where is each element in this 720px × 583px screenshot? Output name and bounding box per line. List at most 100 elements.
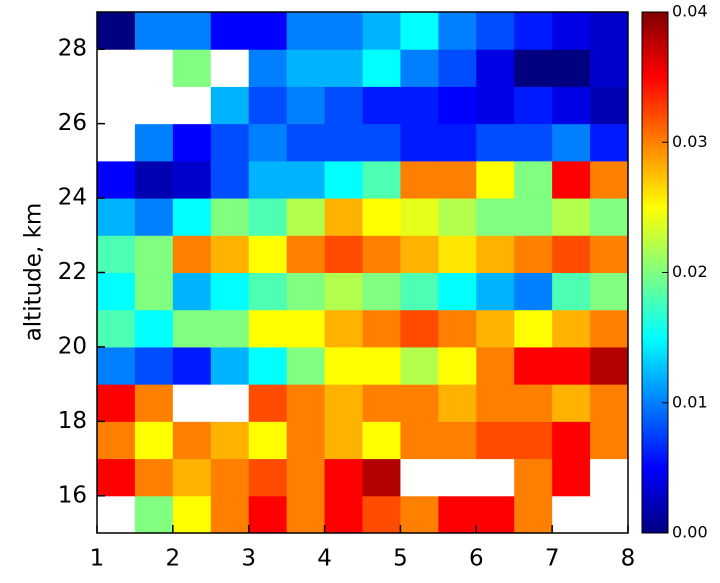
heat-cell [438, 12, 477, 50]
heat-cell [514, 49, 553, 87]
heat-cell [476, 86, 515, 125]
heat-cell [400, 421, 439, 460]
heat-cell [134, 86, 174, 125]
y-tick-label: 18 [58, 408, 87, 434]
heat-cell [552, 272, 591, 311]
heat-cell [590, 384, 629, 422]
heat-cell [134, 235, 174, 273]
heat-cell [590, 346, 629, 385]
heat-cell [362, 160, 401, 199]
heat-cell [400, 49, 439, 87]
heat-cell [362, 495, 401, 534]
heat-cell [438, 272, 477, 311]
heat-cell [514, 198, 553, 236]
heat-cell [400, 495, 439, 534]
x-tick-label: 3 [241, 546, 256, 572]
heat-cell [97, 12, 136, 50]
heat-cell [400, 123, 439, 162]
heat-cell [134, 160, 174, 199]
heat-cell [286, 198, 326, 236]
heat-cell [362, 346, 401, 385]
heat-cell [590, 309, 629, 348]
heat-cell [324, 12, 363, 50]
x-tick-label: 5 [393, 546, 408, 572]
heat-cell [590, 160, 629, 199]
heat-cell [324, 49, 363, 87]
heat-cell [552, 12, 591, 50]
heat-cell [438, 160, 477, 199]
heat-cell [362, 272, 401, 311]
heat-cell [248, 160, 288, 199]
heat-cell [324, 346, 363, 385]
y-tick-label: 20 [58, 333, 87, 359]
colorbar-tick-label: 0.02 [672, 262, 708, 281]
heat-cell [248, 421, 288, 460]
y-tick-label: 26 [58, 110, 87, 136]
heat-cell [514, 384, 553, 422]
heat-cell [97, 123, 136, 162]
heat-cell [514, 123, 553, 162]
heat-cell [514, 421, 553, 460]
heat-cell [438, 235, 477, 273]
heat-cell [286, 235, 326, 273]
heat-cell [438, 384, 477, 422]
heat-cell [552, 458, 591, 497]
heat-cell [286, 272, 326, 311]
heat-cell [172, 384, 212, 422]
heat-cell [248, 309, 288, 348]
x-tick-label: 1 [90, 546, 105, 572]
heat-cell [248, 12, 288, 50]
x-tick-label: 2 [166, 546, 181, 572]
colorbar-tick-label: 0.03 [672, 132, 708, 151]
y-tick-label: 16 [58, 482, 87, 508]
x-tick-label: 7 [545, 546, 560, 572]
heat-cell [210, 309, 250, 348]
heat-cell [514, 309, 553, 348]
heat-cell [286, 421, 326, 460]
heat-cell [286, 49, 326, 87]
heat-cell [362, 421, 401, 460]
heat-cell [552, 421, 591, 460]
heat-cell [438, 198, 477, 236]
heat-cell [400, 272, 439, 311]
heat-cell [590, 458, 629, 497]
heat-cell [552, 49, 591, 87]
heat-cell [172, 272, 212, 311]
heat-cell [248, 346, 288, 385]
heat-cell [97, 384, 136, 422]
heat-cell [400, 458, 439, 497]
heat-cell [590, 12, 629, 50]
heat-cell [248, 86, 288, 125]
heat-cell [400, 235, 439, 273]
x-tick-label: 4 [317, 546, 332, 572]
heat-cell [590, 421, 629, 460]
colorbar-tick-label: 0.04 [672, 2, 708, 21]
heat-cell [362, 458, 401, 497]
heat-cell [286, 160, 326, 199]
heat-cell [400, 309, 439, 348]
heat-cell [476, 235, 515, 273]
heat-cell [210, 86, 250, 125]
heat-cell [400, 198, 439, 236]
x-tick-label: 8 [621, 546, 636, 572]
heat-cell [438, 49, 477, 87]
heat-cell [248, 235, 288, 273]
heat-cell [248, 495, 288, 534]
heat-cell [172, 495, 212, 534]
heat-cell [134, 12, 174, 50]
heat-cell [324, 309, 363, 348]
heat-cell [248, 123, 288, 162]
heat-cell [590, 198, 629, 236]
heat-cell [97, 346, 136, 385]
heat-cell [286, 123, 326, 162]
heat-cell [362, 123, 401, 162]
heat-cell [476, 198, 515, 236]
heat-cell [400, 160, 439, 199]
y-tick-label: 28 [58, 36, 87, 62]
heat-cell [134, 198, 174, 236]
heat-cell [210, 49, 250, 87]
heat-cell [324, 86, 363, 125]
heat-cell [172, 49, 212, 87]
heat-cell [134, 49, 174, 87]
